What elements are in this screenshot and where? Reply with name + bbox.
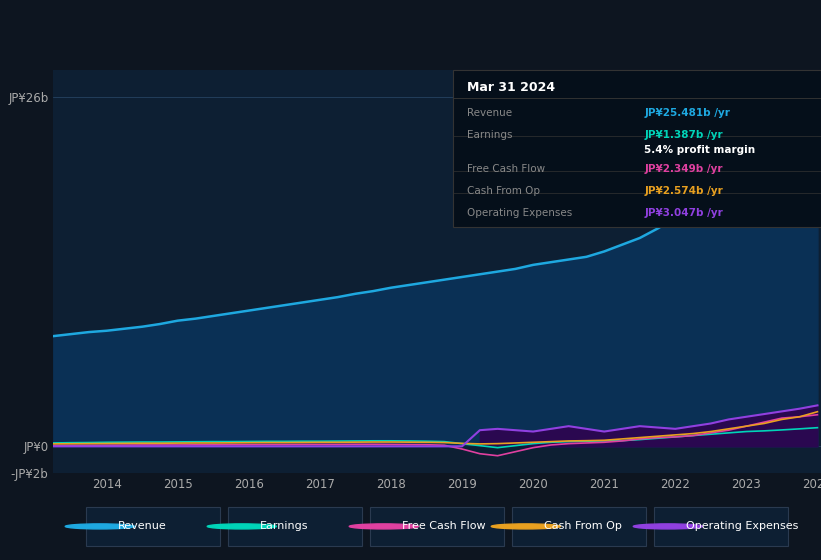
Text: JP¥1.387b /yr: JP¥1.387b /yr xyxy=(644,130,722,140)
Text: JP¥2.349b /yr: JP¥2.349b /yr xyxy=(644,164,722,174)
Circle shape xyxy=(491,524,561,529)
Text: Earnings: Earnings xyxy=(467,130,513,140)
Text: JP¥25.481b /yr: JP¥25.481b /yr xyxy=(644,108,730,118)
Text: Mar 31 2024: Mar 31 2024 xyxy=(467,81,555,94)
Text: Revenue: Revenue xyxy=(118,521,167,531)
FancyBboxPatch shape xyxy=(86,507,220,546)
Circle shape xyxy=(349,524,419,529)
FancyBboxPatch shape xyxy=(512,507,646,546)
Text: Cash From Op: Cash From Op xyxy=(544,521,622,531)
Text: Operating Expenses: Operating Expenses xyxy=(686,521,799,531)
Text: JP¥3.047b /yr: JP¥3.047b /yr xyxy=(644,208,722,218)
Circle shape xyxy=(65,524,135,529)
Text: Free Cash Flow: Free Cash Flow xyxy=(402,521,486,531)
Circle shape xyxy=(633,524,703,529)
Text: 5.4% profit margin: 5.4% profit margin xyxy=(644,146,755,156)
Text: Free Cash Flow: Free Cash Flow xyxy=(467,164,545,174)
Text: Cash From Op: Cash From Op xyxy=(467,186,540,197)
Text: JP¥2.574b /yr: JP¥2.574b /yr xyxy=(644,186,722,197)
FancyBboxPatch shape xyxy=(654,507,788,546)
Circle shape xyxy=(207,524,277,529)
FancyBboxPatch shape xyxy=(228,507,362,546)
Text: Earnings: Earnings xyxy=(260,521,309,531)
Text: Operating Expenses: Operating Expenses xyxy=(467,208,572,218)
FancyBboxPatch shape xyxy=(370,507,504,546)
Text: Revenue: Revenue xyxy=(467,108,512,118)
FancyBboxPatch shape xyxy=(452,70,821,227)
